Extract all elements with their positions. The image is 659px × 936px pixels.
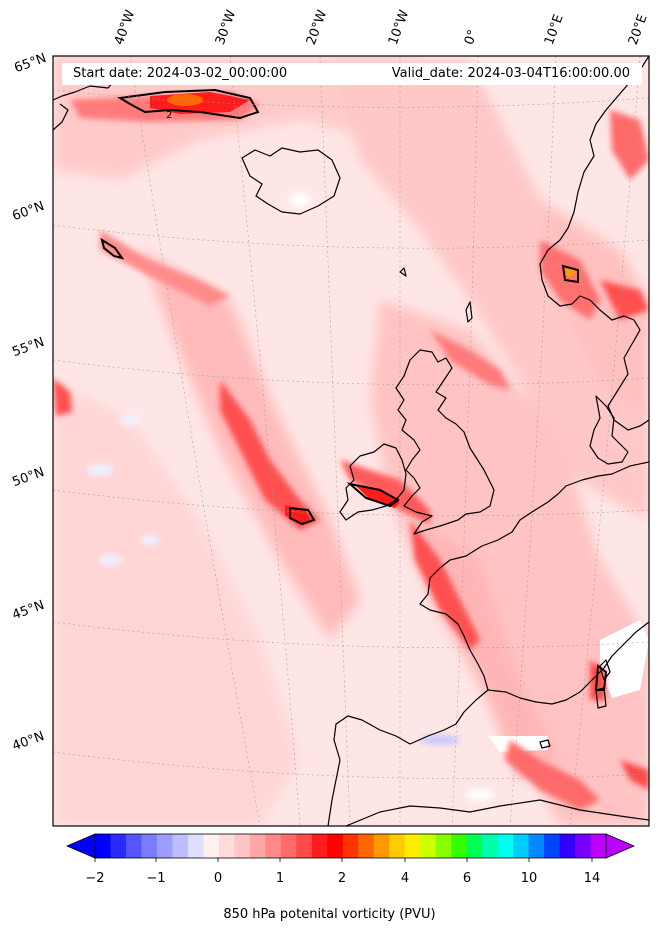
colorbar-tick-label: −2: [85, 871, 105, 886]
colorbar-segment: [187, 834, 204, 858]
colorbar-segment: [342, 834, 359, 858]
colorbar-low-extend: [65, 833, 96, 859]
colorbar-tick-label: 2: [337, 871, 347, 886]
colorbar-segment: [466, 834, 483, 858]
colorbar-tick-label: 4: [400, 871, 410, 886]
colorbar-tick-label: 14: [583, 871, 601, 886]
colorbar-segment: [311, 834, 328, 858]
colorbar-segment: [265, 834, 282, 858]
colorbar-segment: [156, 834, 173, 858]
valid-date-label: Valid_date: 2024-03-04T16:00:00.00: [391, 66, 630, 81]
colorbar-segment: [420, 834, 437, 858]
colorbar-ticks: [94, 858, 593, 862]
colorbar-segment: [435, 834, 452, 858]
colorbar-segment: [141, 834, 158, 858]
colorbar-segment: [95, 834, 111, 858]
missing-data-alps: [600, 620, 649, 698]
colorbar-segment: [172, 834, 189, 858]
colorbar-segments: [95, 834, 607, 858]
colorbar-tick-label: 0: [213, 871, 223, 886]
colorbar-segment: [404, 834, 421, 858]
coastlines: [53, 56, 649, 826]
colorbar-segment: [296, 834, 313, 858]
start-date-label: Start date: 2024-03-02_00:00:00: [73, 66, 288, 81]
colorbar-frame: [94, 833, 607, 859]
colorbar-segment: [482, 834, 499, 858]
colorbar-segment: [358, 834, 375, 858]
colorbar-segment: [544, 834, 561, 858]
contour-label: 2: [166, 110, 172, 121]
colorbar-segment: [327, 834, 344, 858]
colorbar-tick-label: 10: [520, 871, 538, 886]
graticule: [53, 56, 649, 826]
colorbar-tick-label: 6: [462, 871, 472, 886]
colorbar-title: 850 hPa potenital vorticity (PVU): [223, 907, 436, 922]
colorbar-segment: [590, 834, 607, 858]
colorbar-segment: [249, 834, 266, 858]
colorbar-segment: [234, 834, 251, 858]
colorbar-high-extend: [605, 833, 636, 859]
map-frame: [52, 55, 650, 827]
colorbar-segment: [373, 834, 390, 858]
colorbar-segment: [497, 834, 514, 858]
colorbar-segment: [528, 834, 545, 858]
colorbar-segment: [125, 834, 142, 858]
colorbar-segment: [280, 834, 297, 858]
header-band: [62, 63, 642, 85]
colorbar-segment: [203, 834, 220, 858]
colorbar-segment: [575, 834, 592, 858]
colorbar-segment: [559, 834, 576, 858]
colorbar-tick-label: 1: [275, 871, 285, 886]
pv-negative-patches: [86, 192, 494, 801]
colorbar-segment: [389, 834, 406, 858]
missing-data-atlas: [488, 736, 548, 752]
colorbar: [65, 833, 636, 862]
colorbar-segment: [218, 834, 235, 858]
colorbar-segment: [110, 834, 127, 858]
colorbar-tick-label: −1: [146, 871, 166, 886]
colorbar-segment: [451, 834, 468, 858]
colorbar-segment: [513, 834, 530, 858]
